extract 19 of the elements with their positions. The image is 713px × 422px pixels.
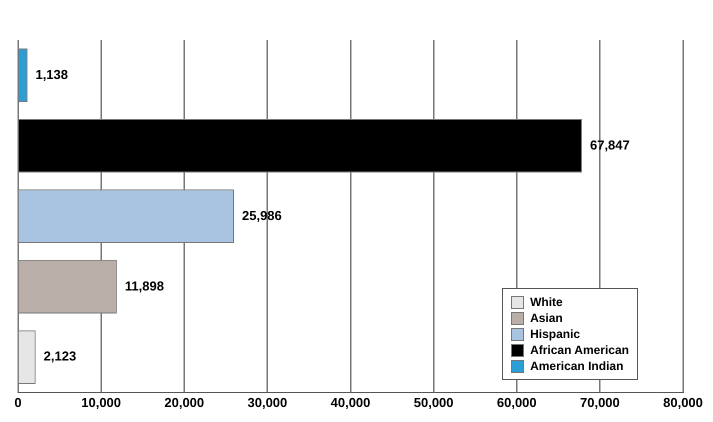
x-tick-label: 0: [14, 394, 22, 410]
x-tick-label: 60,000: [496, 394, 537, 410]
x-tick-label: 10,000: [81, 394, 122, 410]
legend-label: African American: [530, 343, 629, 358]
x-tick-label: 70,000: [580, 394, 620, 410]
legend-label: American Indian: [530, 359, 624, 374]
data-label: 67,847: [590, 137, 630, 152]
data-label: 11,898: [124, 278, 164, 294]
data-label: 2,123: [44, 348, 76, 364]
data-label: 25,986: [242, 208, 282, 223]
legend-label: Hispanic: [530, 327, 580, 342]
legend-label: White: [530, 295, 563, 310]
x-tick-label: 80,000: [663, 394, 703, 410]
data-label: 1,138: [35, 66, 68, 82]
x-tick-label: 20,000: [164, 394, 204, 410]
x-tick-label: 30,000: [247, 394, 288, 410]
legend-label: Asian: [530, 311, 563, 326]
x-tick-label: 40,000: [330, 394, 370, 410]
x-tick-label: 50,000: [414, 394, 454, 410]
